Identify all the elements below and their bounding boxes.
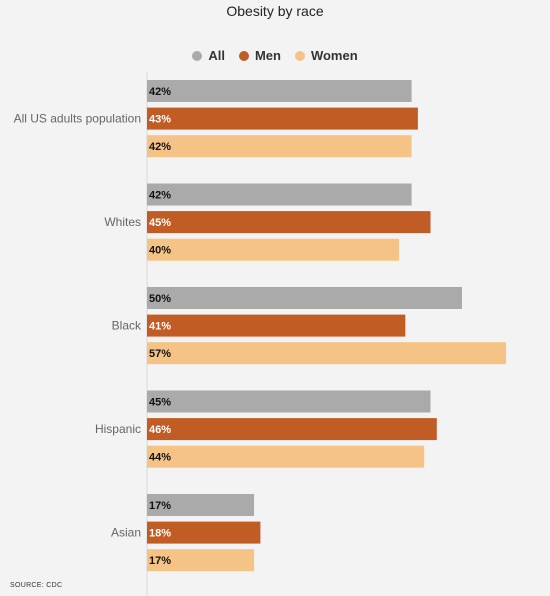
bar-women xyxy=(147,342,507,365)
category-label: All US adults population xyxy=(14,112,141,126)
data-label: 57% xyxy=(149,348,171,360)
data-label: 43% xyxy=(149,114,171,126)
source-note: SOURCE: CDC xyxy=(10,582,63,589)
data-label: 41% xyxy=(149,321,171,333)
legend-label-women: Women xyxy=(310,48,358,63)
legend-swatch-men xyxy=(238,50,249,61)
bar-all xyxy=(147,183,412,206)
bar-all xyxy=(147,287,462,309)
data-label: 42% xyxy=(149,141,171,153)
category-label: Whites xyxy=(104,215,141,229)
bar-all xyxy=(147,390,431,413)
bar-men xyxy=(147,107,418,130)
bar-men xyxy=(147,521,261,544)
bar-all xyxy=(147,494,255,516)
legend-label-all: All xyxy=(208,48,225,63)
bar-men xyxy=(147,211,431,234)
legend-item-all: All xyxy=(192,48,225,63)
bar-women xyxy=(147,445,425,468)
category-label: Hispanic xyxy=(95,422,141,436)
chart-title: Obesity by race xyxy=(226,3,324,19)
legend-swatch-all xyxy=(192,50,203,61)
data-label: 42% xyxy=(149,190,171,202)
bar-women xyxy=(147,135,412,158)
data-label: 18% xyxy=(149,528,171,540)
legend-label-men: Men xyxy=(254,48,281,63)
legend-item-women: Women xyxy=(294,48,358,63)
data-label: 42% xyxy=(149,86,171,98)
bar-women xyxy=(147,238,399,261)
data-label: 17% xyxy=(149,500,171,512)
data-label: 46% xyxy=(149,424,171,436)
data-label: 17% xyxy=(149,555,171,567)
legend-item-men: Men xyxy=(238,48,281,63)
bar-women xyxy=(147,549,255,572)
data-label: 45% xyxy=(149,217,171,229)
bar-all xyxy=(147,80,412,102)
data-label: 50% xyxy=(149,293,171,305)
data-label: 40% xyxy=(149,245,171,257)
category-label: Asian xyxy=(111,526,141,540)
legend-swatch-women xyxy=(294,50,305,61)
data-label: 44% xyxy=(149,452,171,464)
bar-men xyxy=(147,418,437,441)
bar-men xyxy=(147,314,406,337)
chart-legend: All Men Women xyxy=(0,48,550,63)
data-label: 45% xyxy=(149,397,171,409)
category-label: Black xyxy=(112,319,142,333)
